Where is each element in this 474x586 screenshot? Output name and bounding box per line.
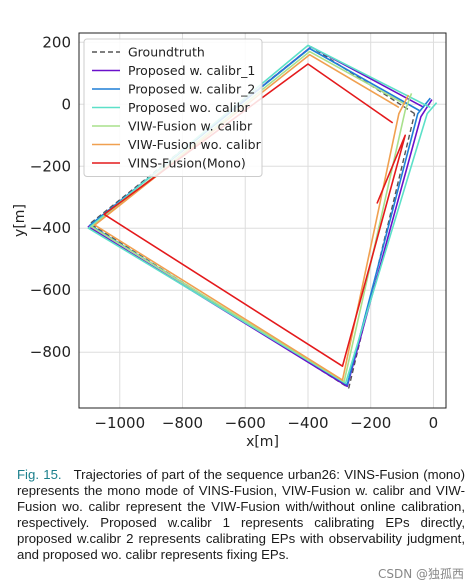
legend-label: Proposed w. calibr_1 <box>128 63 255 78</box>
x-tick-label: −800 <box>162 414 203 432</box>
legend-label: Proposed w. calibr_2 <box>128 82 255 97</box>
series-line-5 <box>90 50 413 383</box>
legend-label: VIW-Fusion wo. calibr <box>128 137 262 152</box>
x-tick-label: −200 <box>350 414 391 432</box>
series-line-6 <box>93 53 410 381</box>
y-tick-label: −800 <box>30 343 71 361</box>
x-tick-label: −600 <box>225 414 266 432</box>
series-line-7 <box>103 63 406 367</box>
legend-label: VIW-Fusion w. calibr <box>128 119 253 134</box>
y-tick-label: −600 <box>30 281 71 299</box>
plot-frame <box>78 32 447 409</box>
x-axis-label: x[m] <box>246 434 279 450</box>
axis-ticks: −1000 −800 −600 −400 −200 0 200 0 −200 −400 −600 −8… <box>30 33 438 432</box>
trajectory-series <box>87 44 438 389</box>
watermark: CSDN @独孤西 <box>377 567 464 581</box>
y-tick-label: −400 <box>30 219 71 237</box>
legend-label: Proposed wo. calibr <box>128 100 251 115</box>
x-tick-label: 0 <box>429 414 439 432</box>
x-tick-label: −400 <box>287 414 328 432</box>
legend-box <box>83 38 263 177</box>
legend-label: Groundtruth <box>128 45 205 60</box>
legend-label: VINS-Fusion(Mono) <box>128 156 246 171</box>
series-line-4 <box>87 44 438 384</box>
trajectory-chart: −1000 −800 −600 −400 −200 0 200 0 −200 −400 −600 −8… <box>12 32 447 450</box>
y-tick-label: 0 <box>61 95 71 113</box>
x-tick-label: −1000 <box>94 414 145 432</box>
y-axis-label: y[m] <box>12 204 28 237</box>
y-tick-label: −200 <box>30 157 71 175</box>
figure-caption: Fig. 15. Trajectories of part of the sequ… <box>17 467 465 563</box>
figure-label: Fig. 15. <box>17 467 62 482</box>
caption-text: Trajectories of part of the sequence urb… <box>17 467 465 562</box>
legend: Groundtruth Proposed w. calibr_1 Proposed … <box>83 38 263 177</box>
y-tick-label: 200 <box>42 33 71 51</box>
